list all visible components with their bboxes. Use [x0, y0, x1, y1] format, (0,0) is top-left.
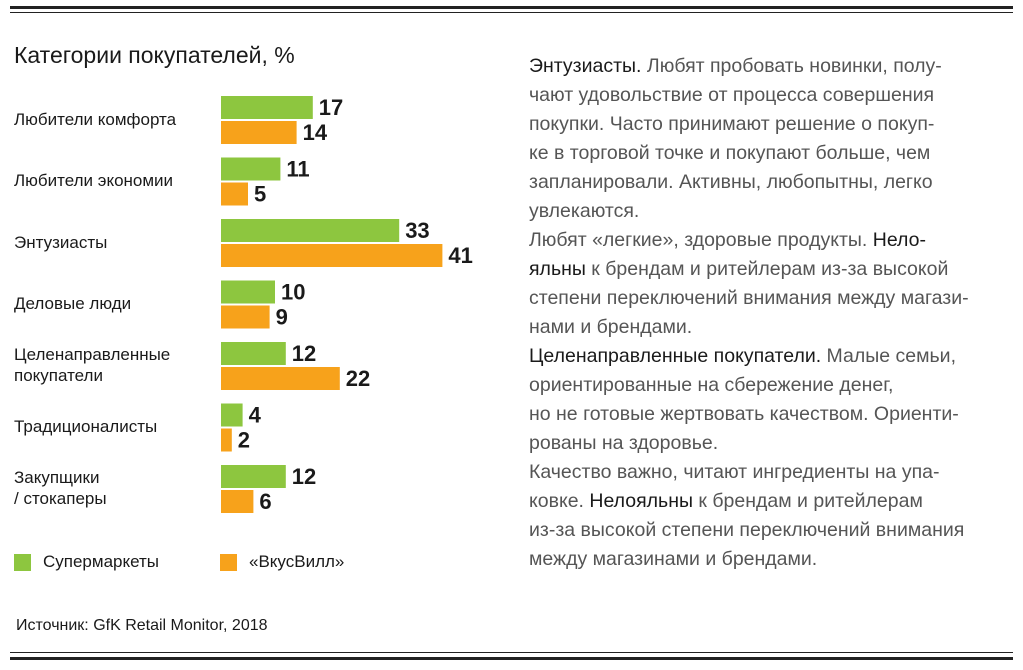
legend-label-vkusvill: «ВкусВилл» — [249, 552, 345, 571]
bar-vkusvill-4 — [221, 367, 340, 390]
top-rule-thin — [10, 12, 1013, 13]
bar-vkusvill-2 — [221, 244, 443, 267]
bar-vkusvill-3 — [221, 305, 270, 329]
legend-label-supermarkets: Супермаркеты — [43, 552, 160, 571]
category-label: Энтузиасты — [14, 232, 108, 252]
bar-supermarkets-1 — [221, 157, 281, 181]
value-label-supermarkets-5: 4 — [249, 403, 262, 428]
source-note: Источник: GfK Retail Monitor, 2018 — [16, 617, 268, 634]
bar-supermarkets-0 — [221, 96, 313, 119]
value-label-vkusvill-3: 9 — [276, 305, 288, 330]
category-label: Традиционалисты — [14, 417, 158, 436]
bar-supermarkets-3 — [221, 280, 275, 304]
legend-swatch-vkusvill — [220, 553, 237, 571]
bar-vkusvill-5 — [221, 428, 232, 452]
legend-item-supermarkets: Супермаркеты — [14, 552, 159, 572]
category-label: Целенаправленные покупатели — [14, 345, 171, 385]
value-label-supermarkets-6: 12 — [292, 464, 316, 489]
category-label: Любители комфорта — [14, 109, 177, 129]
value-label-vkusvill-0: 14 — [303, 120, 328, 145]
bar-vkusvill-0 — [221, 121, 297, 144]
category-label: Деловые люди — [14, 294, 132, 313]
legend-item-vkusvill: «ВкусВилл» — [220, 552, 344, 572]
top-rule-thick — [10, 6, 1013, 9]
bar-supermarkets-5 — [221, 403, 243, 427]
description-paragraph: Энтузиасты. Любят пробовать новинки, пол… — [529, 55, 969, 338]
bar-vkusvill-6 — [221, 490, 254, 513]
category-label: Закупщики / стокаперы — [14, 468, 107, 508]
value-label-vkusvill-5: 2 — [238, 428, 250, 453]
value-label-supermarkets-0: 17 — [319, 95, 343, 120]
bar-supermarkets-4 — [221, 342, 286, 365]
bar-vkusvill-1 — [221, 182, 248, 206]
value-label-supermarkets-4: 12 — [292, 341, 316, 366]
value-label-vkusvill-6: 6 — [259, 489, 271, 514]
value-label-supermarkets-2: 33 — [405, 218, 429, 243]
category-label: Любители экономии — [14, 171, 174, 190]
value-label-vkusvill-1: 5 — [254, 182, 266, 207]
value-label-supermarkets-3: 10 — [281, 280, 305, 305]
bar-supermarkets-6 — [221, 465, 286, 488]
chart-title: Категории покупателей, % — [14, 42, 295, 68]
value-label-vkusvill-4: 22 — [346, 366, 370, 391]
value-label-vkusvill-2: 41 — [448, 243, 472, 268]
bottom-rule-thin — [10, 652, 1013, 653]
value-label-supermarkets-1: 11 — [286, 157, 309, 182]
bar-supermarkets-2 — [221, 219, 400, 242]
legend-swatch-supermarkets — [14, 553, 31, 571]
description-paragraph: Целенаправленные покупатели. Малые семьи… — [529, 345, 965, 570]
bottom-rule-thick — [10, 657, 1013, 660]
description-text: Энтузиасты. Любят пробовать новинки, пол… — [529, 52, 1009, 574]
